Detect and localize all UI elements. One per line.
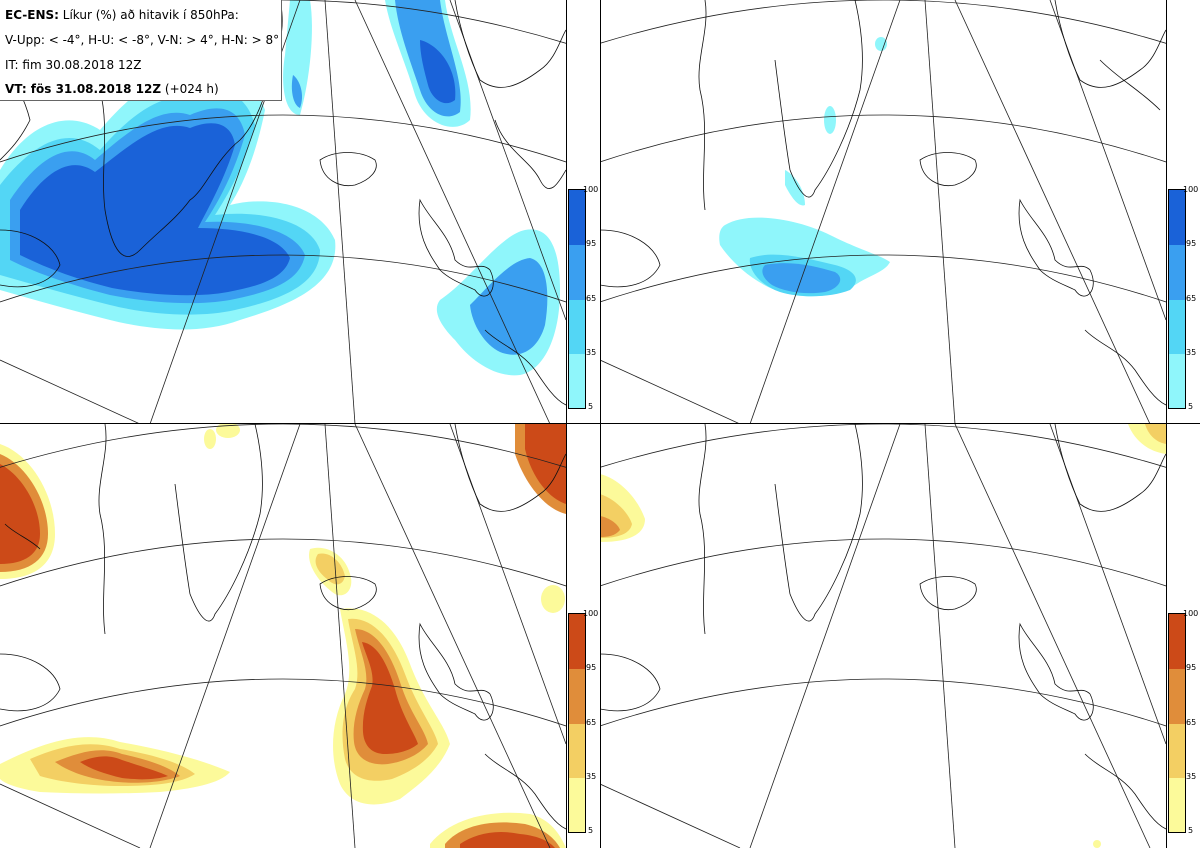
colorbar-tick-label: 65	[586, 718, 597, 727]
probability-field	[719, 37, 890, 297]
panel-divider-edge	[1166, 0, 1167, 848]
graticule	[600, 424, 1166, 848]
colorbar-tick-label: 65	[1186, 294, 1197, 303]
probability-map	[0, 0, 566, 424]
colorbar-tick-label: 35	[1186, 772, 1197, 781]
colorbar-tick-label: 5	[588, 402, 594, 411]
colorbar-cold-left	[568, 189, 586, 409]
map-panel-cold-4: EC-ENS: Líkur (%) að hitavik í 850hPa: V…	[0, 0, 566, 424]
colorbar-warm-right	[1168, 613, 1186, 833]
colorbar-tick-label: 35	[1186, 348, 1197, 357]
colorbar-tick-label: 100	[583, 609, 599, 618]
title-line-3: IT: fim 30.08.2018 12Z	[5, 58, 142, 72]
probability-field	[600, 424, 1166, 848]
colorbar-tick-label: 95	[1186, 239, 1197, 248]
colorbar-cold-right	[1168, 189, 1186, 409]
map-panel-cold-8	[600, 0, 1166, 424]
graticule	[600, 0, 1166, 424]
map-panel-warm-4	[0, 424, 566, 848]
colorbar-tick-label: 100	[583, 185, 599, 194]
colorbar-tick-label: 35	[586, 348, 597, 357]
probability-map	[600, 424, 1166, 848]
probability-map	[0, 424, 566, 848]
probability-field	[0, 424, 566, 848]
title-line-2: V-Upp: < -4°, H-U: < -8°, V-N: > 4°, H-N…	[5, 33, 280, 47]
probability-map	[600, 0, 1166, 424]
colorbar-warm-left	[568, 613, 586, 833]
colorbar-tick-label: 5	[1188, 826, 1194, 835]
probability-field	[0, 0, 560, 376]
colorbar-tick-label: 95	[586, 239, 597, 248]
coastlines	[600, 0, 1166, 406]
title-line-1: EC-ENS: Líkur (%) að hitavik í 850hPa:	[5, 8, 239, 22]
map-title-box: EC-ENS: Líkur (%) að hitavik í 850hPa: V…	[0, 0, 282, 101]
colorbar-tick-label: 95	[586, 663, 597, 672]
colorbar-tick-label: 100	[1183, 609, 1199, 618]
colorbar-tick-label: 65	[586, 294, 597, 303]
colorbar-tick-label: 95	[1186, 663, 1197, 672]
colorbar-tick-label: 5	[1188, 402, 1194, 411]
colorbar-tick-label: 65	[1186, 718, 1197, 727]
colorbar-tick-label: 5	[588, 826, 594, 835]
colorbar-tick-label: 35	[586, 772, 597, 781]
coastlines	[0, 424, 566, 830]
panel-divider-left	[566, 0, 567, 848]
coastlines	[600, 424, 1166, 830]
title-line-4: VT: fös 31.08.2018 12Z (+024 h)	[5, 82, 219, 96]
map-panel-warm-8	[600, 424, 1166, 848]
colorbar-tick-label: 100	[1183, 185, 1199, 194]
panel-divider-right	[600, 0, 601, 848]
